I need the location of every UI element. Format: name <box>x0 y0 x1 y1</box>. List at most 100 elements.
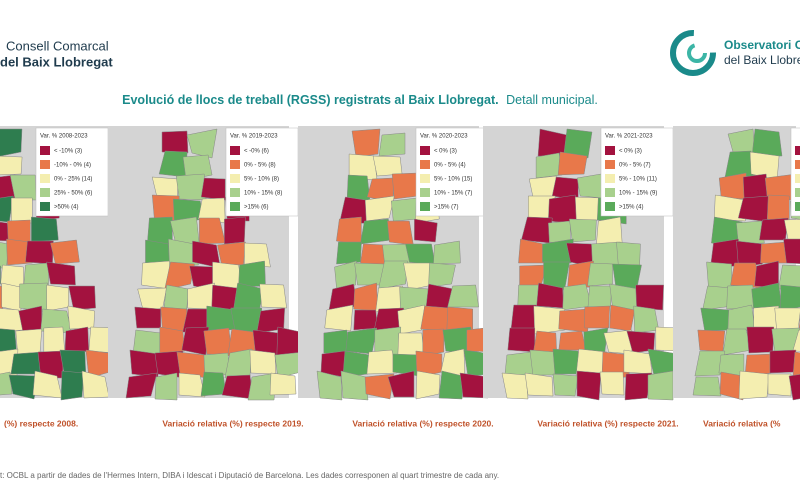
municipality <box>647 370 674 401</box>
municipality <box>563 128 593 159</box>
legend-swatch <box>605 202 615 211</box>
municipality <box>31 216 59 243</box>
legend-label: >50% (4) <box>54 205 79 211</box>
municipality <box>692 376 722 397</box>
municipality <box>623 349 653 375</box>
municipality <box>558 308 589 333</box>
municipality <box>353 309 379 331</box>
legend-label: 10% - 15% (7) <box>434 191 472 197</box>
legend-label: 10% - 15% (9) <box>619 191 657 197</box>
municipality <box>366 349 398 375</box>
legend-label: >15% (6) <box>244 205 269 211</box>
legend-box <box>35 127 109 217</box>
municipality <box>340 370 369 401</box>
municipality <box>596 216 623 247</box>
legend-label: 5% - 10% (8) <box>244 177 279 183</box>
municipality <box>391 172 419 200</box>
municipality <box>633 305 660 334</box>
legend-swatch <box>420 146 430 155</box>
legend-swatch <box>605 160 615 169</box>
municipality <box>576 173 604 199</box>
legend: Var. % 2020-2023 < 0% (3) 0% - 5% (4) 5% - … <box>415 127 489 217</box>
municipality <box>249 349 277 375</box>
legend-swatch <box>40 188 50 197</box>
municipality <box>141 260 170 290</box>
municipality <box>624 372 653 401</box>
municipality <box>542 238 574 264</box>
municipality <box>11 197 33 224</box>
municipality <box>697 329 726 353</box>
municipality <box>345 327 378 355</box>
legend-swatch <box>230 160 240 169</box>
legend-label: < -0% (6) <box>244 149 269 155</box>
legend-swatch <box>230 174 240 183</box>
municipality <box>501 372 529 400</box>
legend-swatch <box>795 146 800 155</box>
map-panel: Var. % 2021-2023 < 0% (3) 0% - 5% (7) 5% - … <box>483 126 681 428</box>
municipality <box>428 262 456 288</box>
municipality <box>783 238 800 264</box>
municipality <box>714 194 746 222</box>
legend-box <box>225 127 299 217</box>
municipality <box>46 261 76 286</box>
header-left-line2: del Baix Llobregat <box>0 54 113 69</box>
map-caption: Variació relativa (%) respecte 2019. <box>162 418 303 428</box>
municipality <box>269 372 297 396</box>
municipality <box>387 370 415 398</box>
title-sub: Detall municipal. <box>506 93 598 107</box>
municipality <box>203 327 233 356</box>
legend-label: < 0% (3) <box>434 149 457 155</box>
municipality <box>145 239 170 265</box>
legend-swatch <box>230 202 240 211</box>
legend: Var. % 2008-2023 < -10% (3) -10% - 0% (4) 0… <box>35 127 109 217</box>
municipality <box>0 128 23 157</box>
municipality <box>759 217 789 241</box>
municipality <box>125 372 158 399</box>
municipality <box>159 326 186 356</box>
municipality <box>134 306 161 329</box>
legend-label: 0% - 5% (7) <box>619 163 651 169</box>
municipality <box>635 284 664 311</box>
municipality <box>0 155 23 176</box>
municipality <box>529 349 557 376</box>
municipality <box>360 218 392 245</box>
municipality <box>387 220 414 246</box>
municipality <box>364 373 395 400</box>
municipality <box>351 128 381 158</box>
legend-label: 10% - 15% (8) <box>244 191 282 197</box>
legend-swatch <box>230 188 240 197</box>
map-caption: Variació relativa (%) respecte 2020. <box>352 418 493 428</box>
legend-box <box>600 127 674 217</box>
legend-box <box>790 127 800 217</box>
legend-swatch <box>40 160 50 169</box>
municipality <box>792 351 800 378</box>
legend-swatch <box>420 202 430 211</box>
municipality <box>200 371 227 397</box>
municipality <box>186 128 218 159</box>
legend-label: 5% - 10% (11) <box>619 177 657 183</box>
municipality <box>420 305 451 332</box>
map-panel: Var. % 2008-2023 < -10% (3) -10% - 0% (4) 0… <box>0 126 181 428</box>
municipality <box>751 128 783 157</box>
legend-label: 0% - 5% (8) <box>244 163 276 169</box>
legend-swatch <box>795 174 800 183</box>
municipality <box>129 349 160 378</box>
legend-label: 0% - 25% (14) <box>54 177 92 183</box>
legend-swatch <box>420 188 430 197</box>
logo-ring <box>670 30 716 76</box>
map-caption: (%) respecte 2008. <box>4 418 78 428</box>
municipality <box>557 151 588 176</box>
municipality <box>378 132 406 157</box>
municipality <box>336 241 362 265</box>
municipality <box>507 327 536 353</box>
municipality <box>736 240 764 268</box>
municipality <box>168 238 199 267</box>
legend-swatch <box>795 202 800 211</box>
municipality <box>224 216 246 245</box>
legend-title: Var. % 2021-2023 <box>605 134 653 140</box>
municipality <box>324 304 354 332</box>
municipality <box>259 283 287 309</box>
municipality <box>792 329 800 352</box>
municipality <box>738 370 770 400</box>
map-panel: Var. % 2020-2023 < 0% (3) 0% - 5% (4) 5% - … <box>298 126 498 428</box>
